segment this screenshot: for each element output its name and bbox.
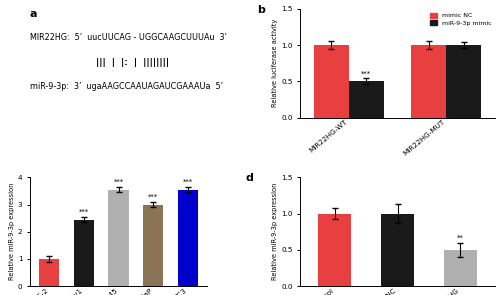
Bar xyxy=(381,214,414,286)
Bar xyxy=(143,205,164,286)
Y-axis label: Relative miR-9-3p expression: Relative miR-9-3p expression xyxy=(9,183,15,281)
Text: MIR22HG:  5’  uucUUCAG - UGGCAAGCUUUAu  3’: MIR22HG: 5’ uucUUCAG - UGGCAAGCUUUAu 3’ xyxy=(30,33,227,42)
Bar xyxy=(411,45,446,118)
Bar xyxy=(446,45,482,118)
Text: b: b xyxy=(258,4,265,14)
Text: **: ** xyxy=(457,235,464,240)
Text: ***: *** xyxy=(148,194,158,200)
Text: miR-9-3p:  3’  ugaAAGCCAAUAGAUCGAAAUa  5’: miR-9-3p: 3’ ugaAAGCCAAUAGAUCGAAAUa 5’ xyxy=(30,82,223,91)
Text: ***: *** xyxy=(183,179,193,185)
Text: ***: *** xyxy=(114,179,124,185)
Text: d: d xyxy=(246,173,254,183)
Y-axis label: Relative luciferase activity: Relative luciferase activity xyxy=(272,19,278,107)
Bar xyxy=(444,250,477,286)
Bar xyxy=(108,190,128,286)
Bar xyxy=(39,259,59,286)
Y-axis label: Relative miR-9-3p expression: Relative miR-9-3p expression xyxy=(272,183,278,281)
Bar xyxy=(314,45,349,118)
Legend: mimic NC, miR-9-3p mimic: mimic NC, miR-9-3p mimic xyxy=(428,10,494,29)
Text: |||  |  |:  |  ||||||||: ||| | |: | |||||||| xyxy=(96,58,168,67)
Bar xyxy=(349,81,384,118)
Bar xyxy=(178,190,198,286)
Bar xyxy=(318,214,351,286)
Bar xyxy=(74,219,94,286)
Text: ***: *** xyxy=(362,70,372,76)
Text: a: a xyxy=(30,9,38,19)
Text: ***: *** xyxy=(79,209,89,215)
